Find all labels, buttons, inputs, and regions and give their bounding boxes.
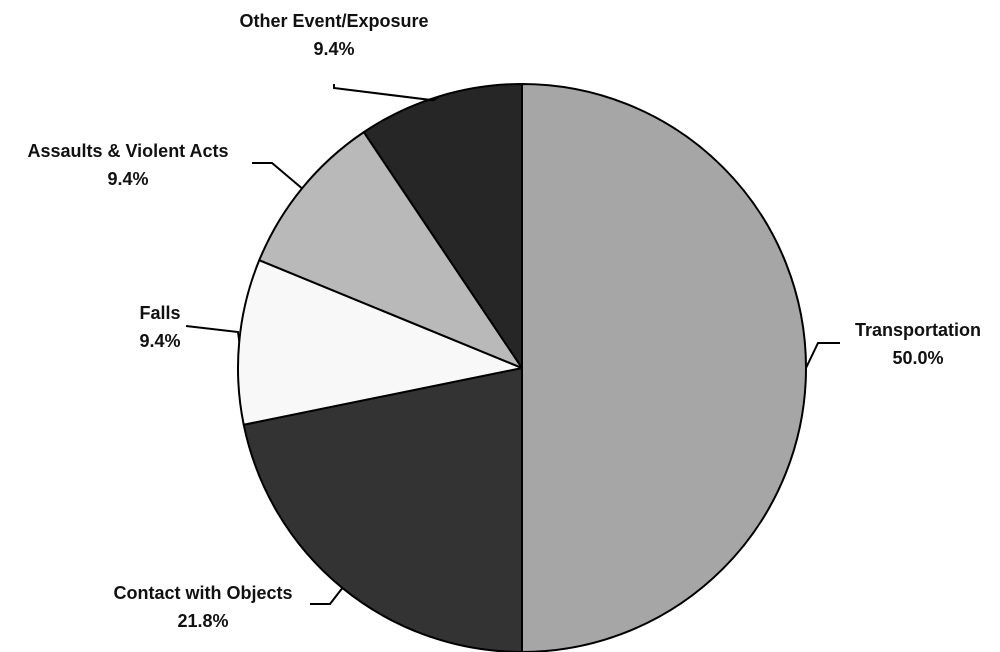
label-assaults-violent-acts: Assaults & Violent Acts 9.4%	[27, 141, 228, 189]
label-other-event-value: 9.4%	[313, 39, 354, 59]
label-transportation: Transportation 50.0%	[855, 320, 981, 368]
label-other-event-name: Other Event/Exposure	[239, 11, 428, 31]
pie-slices	[237, 83, 807, 652]
label-contact-with-objects-value: 21.8%	[177, 611, 228, 631]
label-falls-value: 9.4%	[139, 331, 180, 351]
label-assaults-name: Assaults & Violent Acts	[27, 141, 228, 161]
slice-transportation	[521, 83, 807, 652]
label-contact-with-objects-name: Contact with Objects	[113, 583, 292, 603]
leader-contact-with-objects	[310, 587, 344, 605]
leader-assaults-violent-acts	[252, 162, 303, 190]
leader-lines	[185, 84, 840, 605]
slice-assaults-violent-acts	[258, 131, 523, 369]
label-other-event-exposure: Other Event/Exposure 9.4%	[239, 11, 428, 59]
leader-transportation	[805, 342, 840, 369]
leader-other-event-exposure	[333, 84, 440, 102]
label-assaults-value: 9.4%	[107, 169, 148, 189]
label-falls-name: Falls	[139, 303, 180, 323]
leader-falls	[185, 325, 241, 342]
label-falls: Falls 9.4%	[139, 303, 180, 351]
label-contact-with-objects: Contact with Objects 21.8%	[113, 583, 292, 631]
slice-falls	[237, 259, 523, 426]
label-transportation-value: 50.0%	[892, 348, 943, 368]
label-transportation-name: Transportation	[855, 320, 981, 340]
